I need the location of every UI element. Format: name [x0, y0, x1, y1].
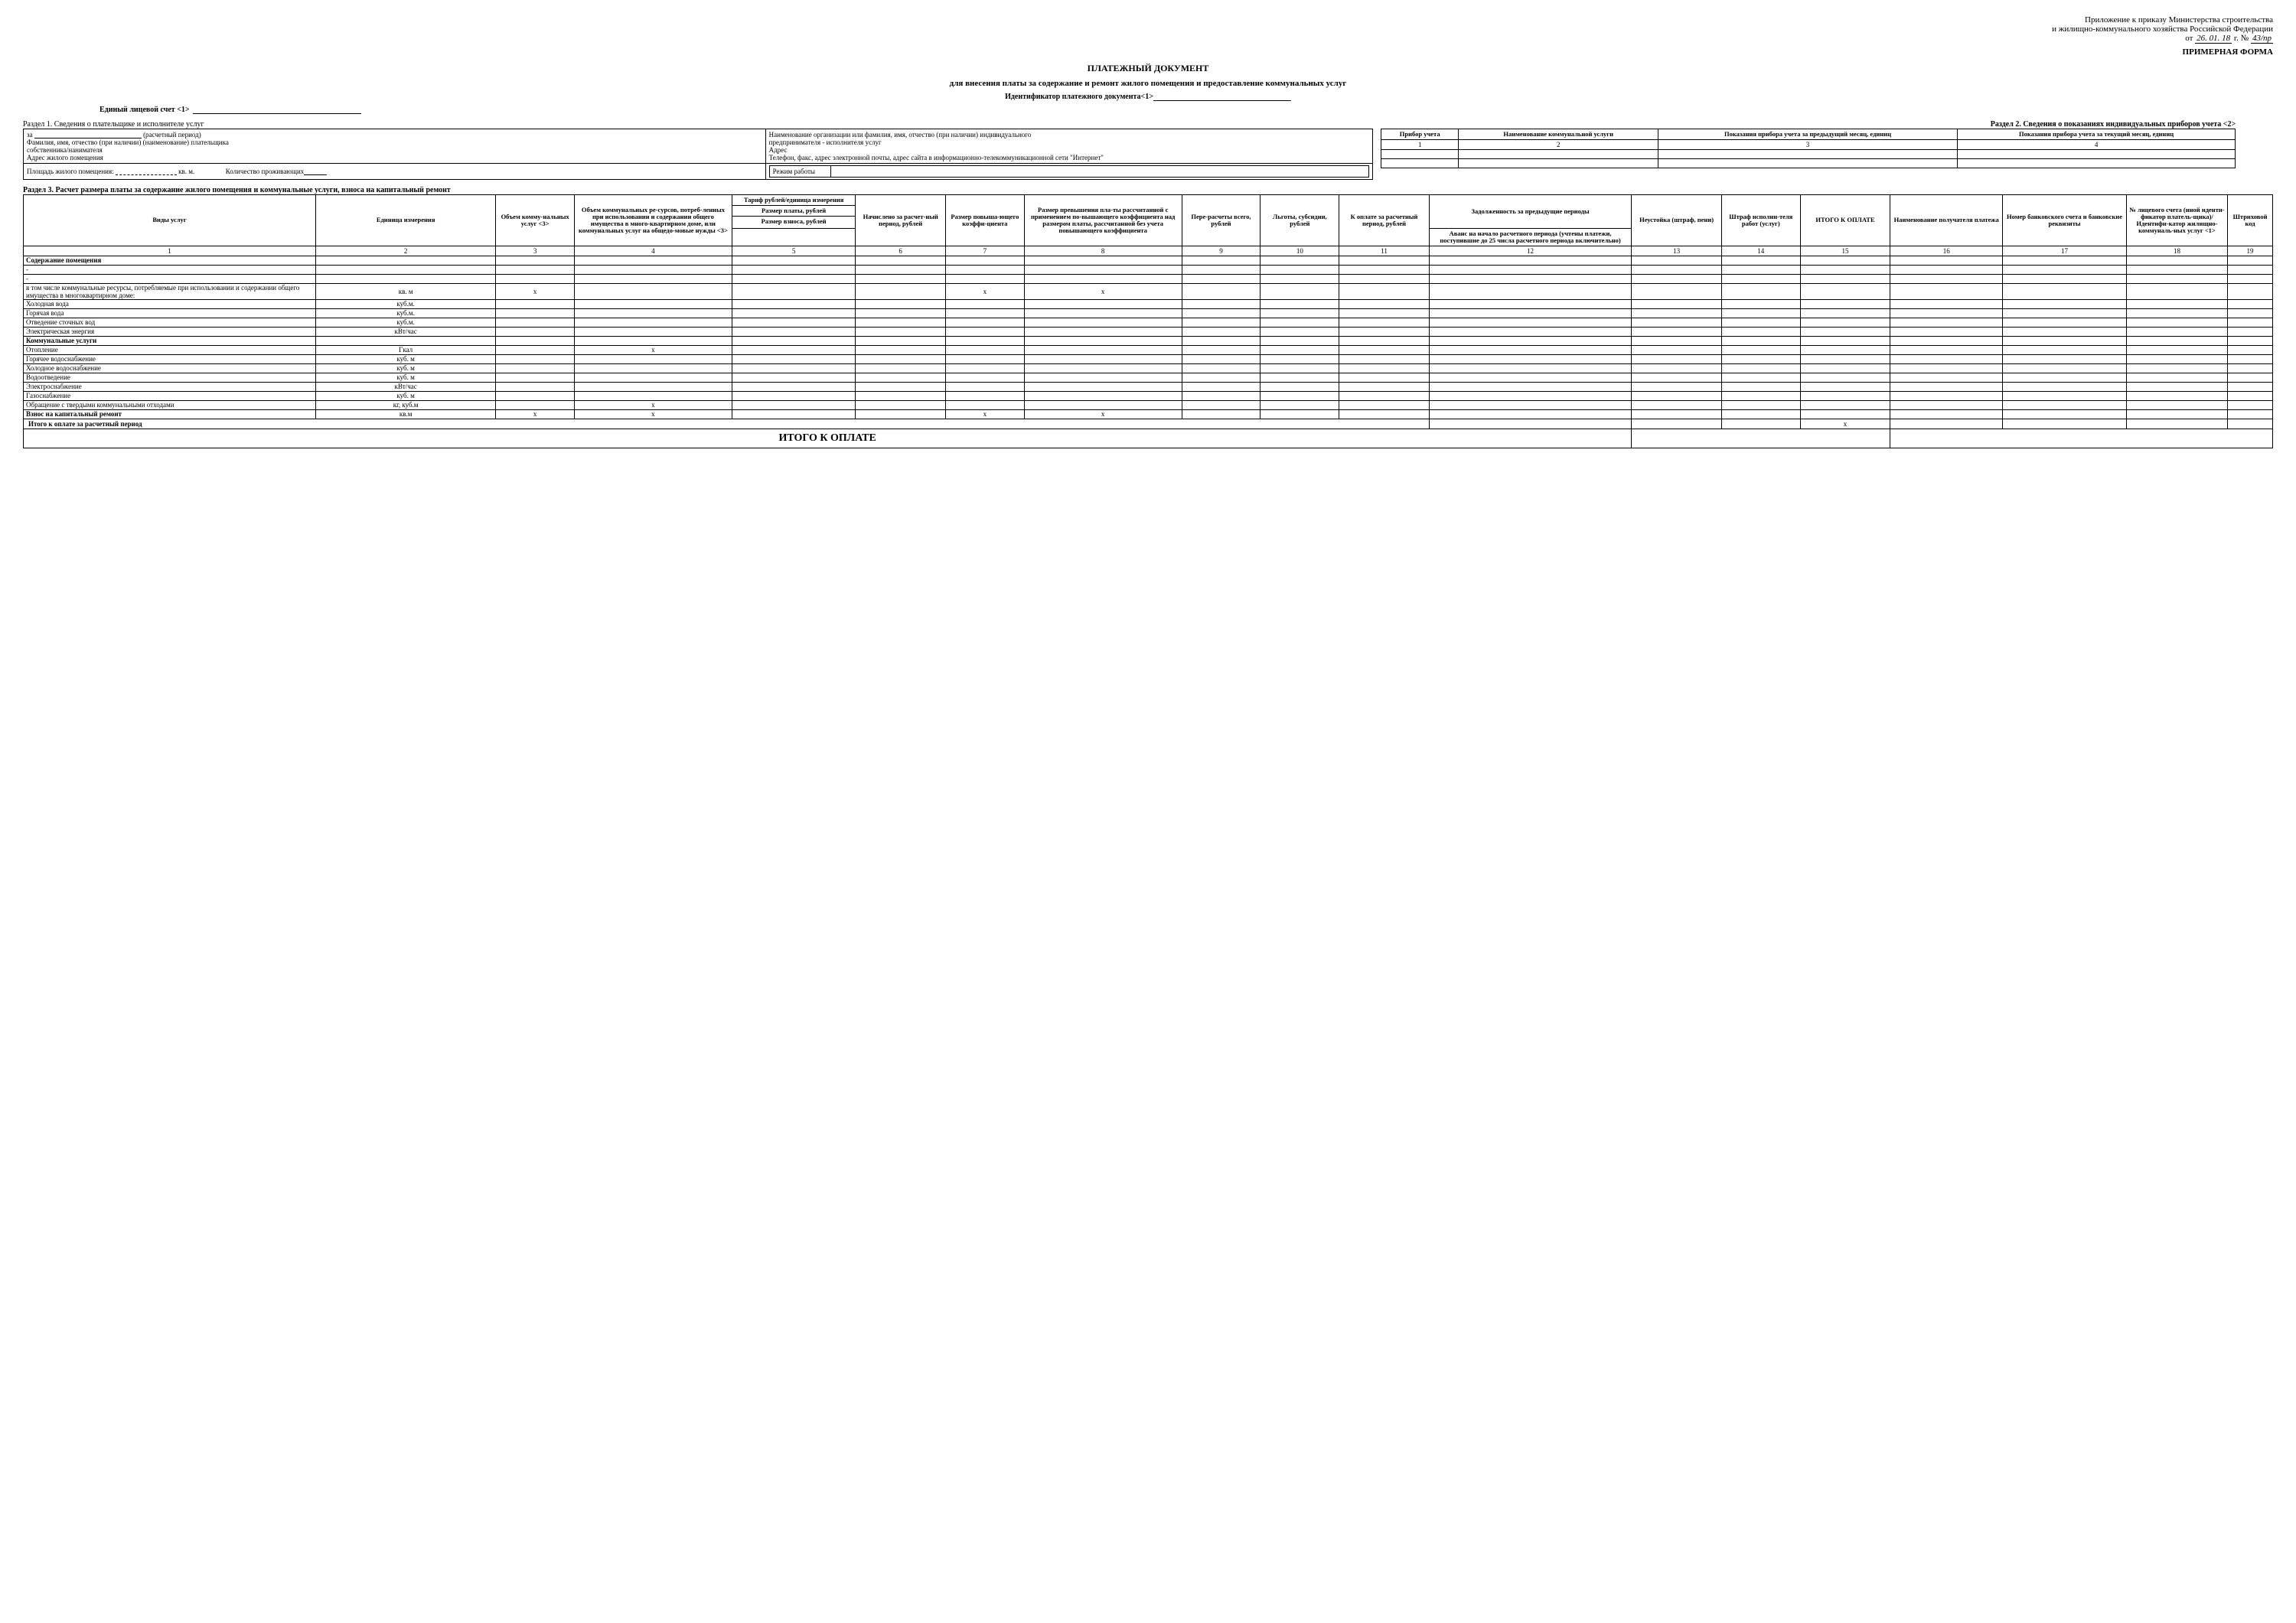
header-block: Приложение к приказу Министерства строит… [23, 15, 2273, 57]
header-line1: Приложение к приказу Министерства строит… [23, 15, 2273, 24]
section2-table: Прибор учета Наименование коммунальной у… [1381, 129, 2236, 168]
section3-table: Виды услуг Единица измерения Объем комму… [23, 194, 2273, 448]
form-label: ПРИМЕРНАЯ ФОРМА [23, 47, 2273, 57]
section3-heading: Раздел 3. Расчет размера платы за содерж… [23, 186, 2273, 194]
doc-id-row: Идентификатор платежного документа<1> [23, 93, 2273, 101]
doc-title: ПЛАТЕЖНЫЙ ДОКУМЕНТ [23, 63, 2273, 74]
section1-table: за (расчетный период) Фамилия, имя, отче… [23, 129, 1373, 180]
section1-heading: Раздел 1. Сведения о плательщике и испол… [23, 120, 1373, 129]
header-num-handwritten: 43/пр [2251, 34, 2273, 44]
account-row: Единый лицевой счет <1> [99, 106, 2273, 114]
doc-subtitle: для внесения платы за содержание и ремон… [23, 79, 2273, 88]
header-date-handwritten: 26. 01. 18 [2195, 34, 2232, 44]
header-line2: и жилищно-коммунального хозяйства Россий… [23, 24, 2273, 34]
section2-heading: Раздел 2. Сведения о показаниях индивиду… [1381, 120, 2236, 129]
header-line3: от 26. 01. 18 г. № 43/пр [23, 34, 2273, 43]
